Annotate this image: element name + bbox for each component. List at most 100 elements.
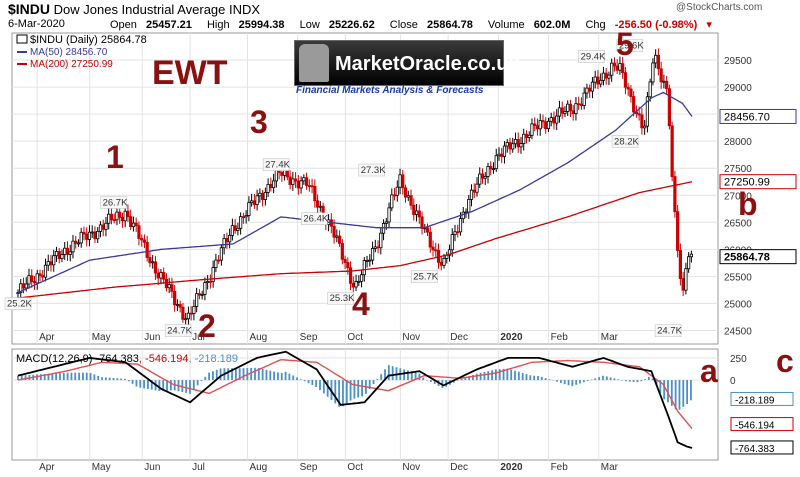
x-tick-label: Apr <box>39 332 55 343</box>
macd-hist-bar <box>575 380 578 385</box>
high-value: 25994.38 <box>238 19 285 31</box>
macd-hist-bar <box>391 366 394 381</box>
macd-hist-bar <box>403 369 406 381</box>
macd-hist-bar <box>387 365 390 381</box>
macd-x-tick-label: Dec <box>450 462 468 473</box>
candle-body <box>403 187 408 198</box>
macd-hist-bar <box>525 374 528 381</box>
candle-body <box>590 81 595 92</box>
x-tick-label: Aug <box>249 332 267 343</box>
x-tick-label: Sep <box>300 332 318 343</box>
candle-body <box>615 65 619 71</box>
macd-hist-bar <box>273 371 276 381</box>
candle-body <box>502 145 507 157</box>
candle-body <box>54 251 59 257</box>
macd-hist-bar <box>238 368 241 381</box>
macd-y-tick-label: 250 <box>730 354 747 365</box>
macd-x-tick-label: Apr <box>39 462 55 473</box>
candle-body <box>140 238 144 241</box>
price-value-label: 27250.99 <box>724 177 770 189</box>
macd-hist-bar <box>502 368 505 381</box>
macd-hist-bar <box>204 376 207 381</box>
candle-body <box>505 142 509 147</box>
candle-body <box>189 312 193 315</box>
macd-hist-bar <box>529 375 532 381</box>
candle-body <box>159 272 163 279</box>
chart-date: 6-Mar-2020 <box>8 18 65 30</box>
macd-hist-bar <box>407 370 409 381</box>
macd-hist-bar <box>682 380 685 407</box>
macd-hist-bar <box>322 380 325 394</box>
macd-hist-bar <box>269 370 272 381</box>
macd-hist-bar <box>93 374 96 381</box>
down-arrow-icon: ▾ <box>706 19 712 31</box>
candle-body <box>16 292 20 295</box>
macd-x-tick-label: 2020 <box>500 462 523 473</box>
candle-body <box>32 281 37 284</box>
candle-body <box>46 261 50 266</box>
price-label-box <box>327 291 354 305</box>
macd-legend-value: -764.383 <box>95 353 138 365</box>
candle-body <box>274 168 278 182</box>
candle-body <box>153 261 158 274</box>
macd-x-tick-label: Aug <box>249 462 267 473</box>
x-tick-label: Jun <box>144 332 160 343</box>
candle-body <box>541 120 545 123</box>
candle-body <box>203 282 207 295</box>
candle-body <box>247 202 251 216</box>
candle-body <box>258 192 262 197</box>
macd-hist-bar <box>89 373 92 381</box>
candle-body <box>447 249 452 256</box>
ma50-line <box>17 91 693 294</box>
candle-body <box>601 72 606 81</box>
candle-body <box>131 222 136 228</box>
macd-hist-bar <box>651 378 654 381</box>
candle-body <box>115 211 119 221</box>
macd-hist-bar <box>127 380 130 382</box>
candle-body <box>74 240 78 244</box>
candle-body <box>85 233 89 240</box>
candle-body <box>621 63 625 74</box>
candle-body <box>552 117 556 124</box>
candle-body <box>35 273 39 284</box>
macd-value-box <box>730 391 794 406</box>
candle-body <box>588 87 592 92</box>
candle-body <box>230 225 234 236</box>
candle-body <box>387 207 391 223</box>
macd-hist-bar <box>384 369 386 381</box>
candle-body <box>228 234 232 243</box>
macd-hist-bar <box>242 368 245 381</box>
macd-hist-bar <box>85 372 88 381</box>
x-tick-label: May <box>92 332 111 343</box>
candle-body <box>30 275 34 282</box>
price-value-box <box>719 174 797 190</box>
macd-x-tick-label: Mar <box>601 462 619 473</box>
candle-body <box>511 143 515 150</box>
macd-hist-bar <box>20 375 23 381</box>
candle-body <box>522 133 526 144</box>
candle-body <box>302 177 306 182</box>
macd-hist-bar <box>135 380 138 387</box>
candle-body <box>450 234 454 251</box>
macd-hist-bar <box>560 380 562 383</box>
macd-hist-bar <box>307 380 310 384</box>
wave-1-label: 1 <box>106 139 124 175</box>
macd-hist-bar <box>234 368 237 381</box>
candle-body <box>162 272 166 280</box>
macd-hist-bar <box>605 376 608 381</box>
candle-body <box>250 200 254 204</box>
candle-body <box>318 205 322 208</box>
macd-hist-bar <box>609 377 612 381</box>
macd-hist-bar <box>640 380 643 382</box>
candle-body <box>425 227 430 233</box>
macd-hist-bar <box>613 378 616 381</box>
macd-hist-bar <box>43 373 46 381</box>
macd-hist-bar <box>189 380 191 394</box>
candle-body <box>38 273 42 276</box>
candle-body <box>137 225 141 239</box>
candle-body <box>582 92 586 106</box>
logo-name: MarketOracle.co.uk <box>335 53 520 75</box>
candle-body <box>549 117 553 122</box>
macd-hist-bar <box>254 367 256 381</box>
macd-hist-bar <box>460 378 463 381</box>
